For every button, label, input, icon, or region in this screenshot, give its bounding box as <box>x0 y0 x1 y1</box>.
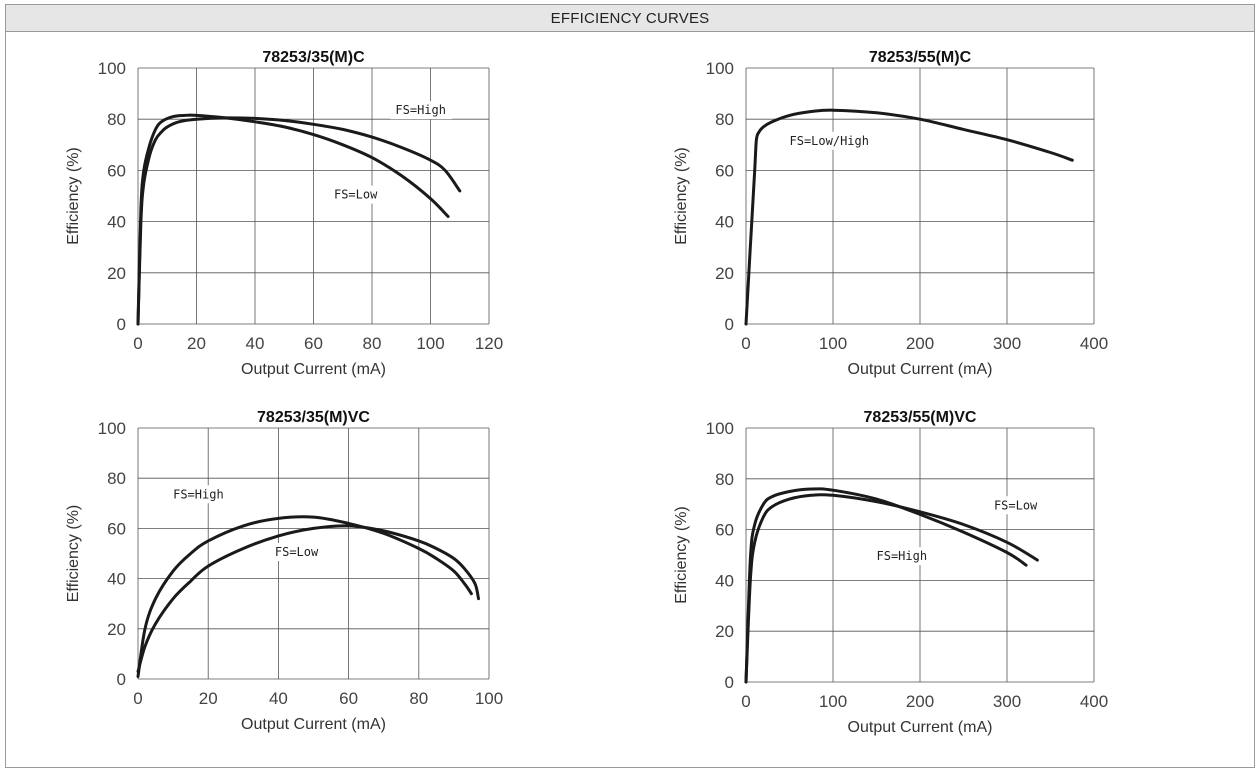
x-tick-label: 400 <box>1080 334 1108 353</box>
series-line <box>744 108 1074 326</box>
curve-annotation: FS=Low <box>994 498 1038 512</box>
x-tick-label: 0 <box>741 692 750 711</box>
y-tick-label: 20 <box>715 264 734 283</box>
y-tick-label: 40 <box>107 213 126 232</box>
x-tick-label: 300 <box>993 692 1021 711</box>
chart-title: 78253/55(M)C <box>869 49 972 66</box>
section-header: EFFICIENCY CURVES <box>6 5 1254 32</box>
annotation-bg <box>871 547 934 566</box>
x-tick-label: 100 <box>819 334 847 353</box>
chart-title: 78253/35(M)C <box>262 49 365 66</box>
chart-title: 78253/35(M)VC <box>257 409 370 426</box>
y-axis-label: Efficiency (%) <box>65 505 82 603</box>
x-tick-label: 200 <box>906 334 934 353</box>
series-line <box>136 113 450 326</box>
y-tick-label: 80 <box>715 470 734 489</box>
section-title: EFFICIENCY CURVES <box>550 9 710 27</box>
series-line <box>744 487 1028 684</box>
curve-annotation: FS=High <box>395 103 446 117</box>
x-axis-label: Output Current (mA) <box>848 719 993 736</box>
series-line <box>136 116 462 326</box>
y-tick-label: 40 <box>715 213 734 232</box>
y-tick-label: 0 <box>117 315 126 334</box>
y-tick-label: 40 <box>107 570 126 589</box>
x-tick-label: 80 <box>363 334 382 353</box>
annotation-bg <box>168 485 230 504</box>
x-tick-label: 400 <box>1080 692 1108 711</box>
y-tick-label: 80 <box>715 110 734 129</box>
x-axis-label: Output Current (mA) <box>848 361 993 378</box>
annotation-bg <box>328 185 384 204</box>
y-tick-label: 60 <box>715 161 734 180</box>
series-line <box>136 515 473 678</box>
x-tick-label: 0 <box>133 334 142 353</box>
y-tick-label: 0 <box>725 673 734 692</box>
x-tick-label: 120 <box>475 334 503 353</box>
x-tick-label: 0 <box>741 334 750 353</box>
x-tick-label: 100 <box>475 689 503 708</box>
curve-annotation: FS=High <box>173 487 224 501</box>
series-line <box>744 493 1039 684</box>
y-axis-label: Efficiency (%) <box>65 147 82 245</box>
x-tick-label: 40 <box>269 689 288 708</box>
y-tick-label: 80 <box>107 469 126 488</box>
x-tick-label: 0 <box>133 689 142 708</box>
x-tick-label: 20 <box>199 689 218 708</box>
series-line <box>136 524 480 673</box>
y-axis-label: Efficiency (%) <box>673 147 690 245</box>
annotation-bg <box>390 101 453 120</box>
y-tick-label: 80 <box>107 110 126 129</box>
x-tick-label: 60 <box>304 334 323 353</box>
y-tick-label: 40 <box>715 571 734 590</box>
x-tick-label: 100 <box>416 334 444 353</box>
x-axis-label: Output Current (mA) <box>241 716 386 733</box>
y-tick-label: 100 <box>706 419 734 438</box>
x-axis-label: Output Current (mA) <box>241 361 386 378</box>
x-tick-label: 60 <box>339 689 358 708</box>
y-tick-label: 0 <box>117 670 126 689</box>
curve-annotation: FS=Low <box>334 188 378 202</box>
y-tick-label: 20 <box>107 264 126 283</box>
y-tick-label: 60 <box>107 519 126 538</box>
x-tick-label: 80 <box>409 689 428 708</box>
x-tick-label: 100 <box>819 692 847 711</box>
annotation-bg <box>784 131 876 150</box>
annotation-bg <box>269 543 325 562</box>
chart-title: 78253/55(M)VC <box>864 409 977 426</box>
curve-annotation: FS=Low <box>275 545 319 559</box>
x-tick-label: 300 <box>993 334 1021 353</box>
x-tick-label: 40 <box>246 334 265 353</box>
y-tick-label: 100 <box>98 59 126 78</box>
chart-78253-35mc: 0 20 40 60 80 100 120 0 20 40 60 80 100 78253/35(M)C O… <box>65 49 503 378</box>
y-tick-label: 20 <box>715 622 734 641</box>
y-tick-label: 20 <box>107 620 126 639</box>
curve-annotation: FS=Low/High <box>790 134 869 148</box>
x-tick-label: 200 <box>906 692 934 711</box>
x-tick-label: 20 <box>187 334 206 353</box>
y-tick-label: 100 <box>98 419 126 438</box>
chart-78253-35mvc: 0 20 40 60 80 100 0 20 40 60 80 100 78253/35(M)VC Out… <box>65 409 503 733</box>
annotation-bg <box>988 496 1044 515</box>
efficiency-curves-panel: EFFICIENCY CURVES <box>5 4 1255 768</box>
y-tick-label: 60 <box>107 161 126 180</box>
y-tick-label: 100 <box>706 59 734 78</box>
y-tick-label: 60 <box>715 521 734 540</box>
y-tick-label: 0 <box>725 315 734 334</box>
chart-78253-55mc: 0 100 200 300 400 0 20 40 60 80 100 78253/55(M)C Out… <box>673 49 1108 378</box>
y-axis-label: Efficiency (%) <box>673 506 690 604</box>
curve-annotation: FS=High <box>877 549 928 563</box>
chart-78253-55mvc: 0 100 200 300 400 0 20 40 60 80 100 78253/55(M)VC Ou… <box>673 409 1108 736</box>
